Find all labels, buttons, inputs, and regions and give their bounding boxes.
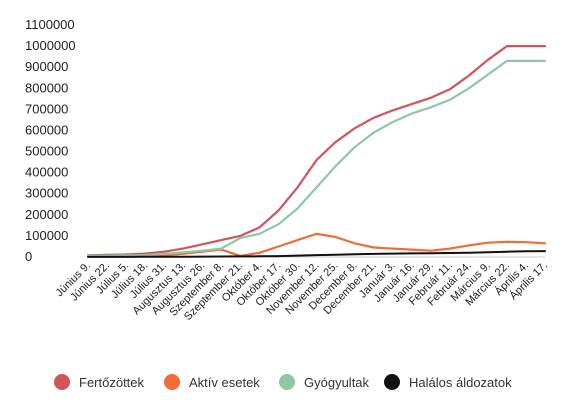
series-layer xyxy=(86,44,547,258)
y-tick-label: 0 xyxy=(25,249,32,264)
series-line-1 xyxy=(86,44,547,257)
y-tick-label: 1100000 xyxy=(25,17,75,32)
y-tick-label: 1000000 xyxy=(25,38,76,53)
x-axis: Június 9.Június 22.Július 5.Július 18.Jú… xyxy=(54,256,550,323)
y-axis: 0 100000 200000 300000 400000 500000 600000 700… xyxy=(25,17,76,264)
legend-marker xyxy=(164,374,180,390)
legend-marker xyxy=(384,374,400,390)
series-line-2 xyxy=(86,232,547,258)
y-tick-label: 100000 xyxy=(25,228,68,243)
legend-label: Aktív esetek xyxy=(189,375,260,390)
y-tick-label: 900000 xyxy=(25,59,68,74)
y-tick-label: 700000 xyxy=(25,101,68,116)
y-tick-label: 400000 xyxy=(25,165,68,180)
legend-label: Gyógyultak xyxy=(304,375,370,390)
y-tick-label: 200000 xyxy=(25,207,68,222)
series-line-3 xyxy=(86,59,547,257)
legend-label: Halálos áldozatok xyxy=(409,375,512,390)
legend-label: Fertőzöttek xyxy=(79,375,145,390)
y-tick-label: 500000 xyxy=(25,144,68,159)
legend-marker xyxy=(54,374,70,390)
y-tick-label: 800000 xyxy=(25,80,68,95)
y-tick-label: 600000 xyxy=(25,122,68,137)
series-line-4 xyxy=(87,250,546,258)
legend: Fertőzöttek Aktív esetek Gyógyultak Halálos… xyxy=(54,374,512,390)
legend-marker xyxy=(279,374,295,390)
y-tick-label: 300000 xyxy=(25,186,68,201)
